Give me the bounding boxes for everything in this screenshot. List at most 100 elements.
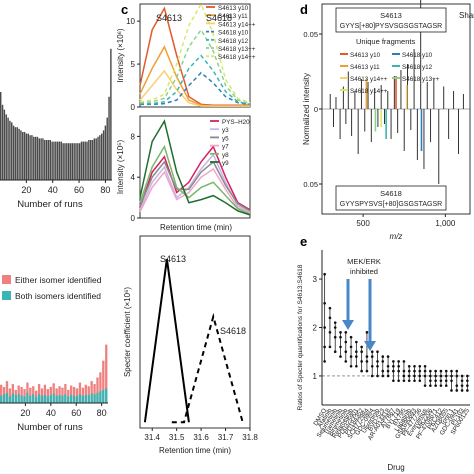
bar-both	[49, 394, 52, 403]
bar-both	[67, 396, 70, 403]
top-label-box	[335, 7, 447, 33]
data-point	[339, 355, 342, 358]
bar-either	[105, 344, 108, 403]
bar-either	[5, 381, 9, 403]
bar	[82, 141, 85, 180]
data-point	[466, 384, 469, 387]
data-point	[365, 355, 369, 358]
bar	[104, 125, 107, 180]
bar-either	[61, 387, 64, 403]
bar	[0, 92, 2, 180]
data-point	[423, 369, 427, 373]
bar	[44, 140, 46, 180]
data-point	[434, 379, 437, 383]
data-point	[466, 374, 469, 378]
legend-label: S4618 y14++	[350, 88, 388, 95]
data-point	[423, 364, 427, 368]
data-point	[365, 331, 369, 334]
bar-either	[64, 384, 67, 403]
bar-both	[17, 394, 20, 403]
series-line	[139, 69, 250, 107]
data-point	[370, 350, 374, 354]
plot-frame	[139, 3, 251, 108]
panel-letter-d: d	[300, 2, 308, 17]
data-point	[418, 364, 422, 368]
data-point	[349, 355, 353, 358]
data-point	[365, 360, 369, 363]
bar-both	[102, 389, 105, 403]
legend-swatch	[2, 291, 11, 300]
legend-label: y5	[222, 135, 229, 142]
bar-either	[84, 384, 87, 403]
annotation-s4618: S4618	[220, 326, 246, 336]
bar	[80, 141, 83, 180]
bar-both	[70, 394, 73, 403]
bar	[9, 120, 11, 180]
data-point	[360, 350, 363, 354]
bar-both	[64, 394, 67, 403]
x-tick-label: 500	[356, 219, 370, 228]
bar	[55, 141, 57, 180]
data-point	[429, 374, 432, 378]
data-point	[333, 321, 337, 324]
x-tick-label: 80	[97, 408, 107, 418]
data-point	[397, 379, 400, 383]
annotation-s4613: S4613	[156, 13, 182, 23]
bar-either	[70, 385, 73, 403]
bar-both	[87, 394, 90, 403]
y-tick-label: 8	[131, 132, 136, 141]
bar	[67, 143, 70, 180]
data-point	[386, 364, 390, 368]
legend-label: S4618 y14++	[218, 54, 256, 61]
bar-either	[0, 384, 3, 403]
bar-either	[37, 384, 41, 403]
data-point	[439, 379, 443, 383]
legend-label: S4613 y11	[350, 64, 380, 71]
legend-label: S4613 y14++	[350, 76, 388, 83]
bar-either	[90, 381, 93, 403]
data-point	[423, 384, 427, 387]
bar-either	[81, 387, 85, 403]
data-point	[344, 350, 348, 354]
bar	[84, 141, 86, 180]
bar	[99, 135, 101, 180]
bar-both	[20, 395, 23, 403]
y-tick-label: 3	[313, 275, 318, 284]
bar-either	[46, 389, 50, 403]
data-point	[328, 345, 332, 349]
data-point	[460, 379, 464, 383]
legend-title: Unique fragments	[356, 37, 415, 46]
top-label: S4613	[380, 11, 402, 20]
bar-both	[35, 397, 38, 403]
bar-either	[78, 382, 82, 403]
legend-label: S4613 y10	[218, 5, 249, 12]
data-point	[339, 335, 342, 339]
data-point	[407, 379, 411, 383]
data-point	[323, 301, 326, 305]
bar	[89, 140, 92, 180]
x-tick-label: 1,000	[435, 219, 456, 228]
series-line	[139, 145, 251, 211]
legend-label: y9	[222, 160, 229, 167]
x-tick-label: 40	[48, 185, 58, 195]
bar-both	[61, 395, 64, 403]
data-point	[323, 326, 326, 329]
x-tick-label: 40	[46, 408, 56, 418]
bar	[16, 127, 18, 180]
bar	[5, 114, 7, 180]
y-tick-label: 0	[131, 214, 136, 223]
bar	[53, 141, 55, 180]
bar	[91, 140, 94, 180]
bar	[66, 143, 68, 180]
data-point	[381, 369, 385, 373]
bar-both	[8, 396, 12, 403]
data-point	[444, 384, 448, 387]
x-tick-label: 80	[100, 185, 110, 195]
x-axis-label: Retention time (min)	[160, 223, 232, 232]
series-line	[139, 160, 251, 212]
x-tick-label: 31.8	[242, 433, 258, 442]
bar	[25, 133, 28, 180]
bar-both	[0, 395, 3, 403]
data-point	[381, 355, 385, 358]
legend-label: S4618 y12	[402, 64, 433, 71]
